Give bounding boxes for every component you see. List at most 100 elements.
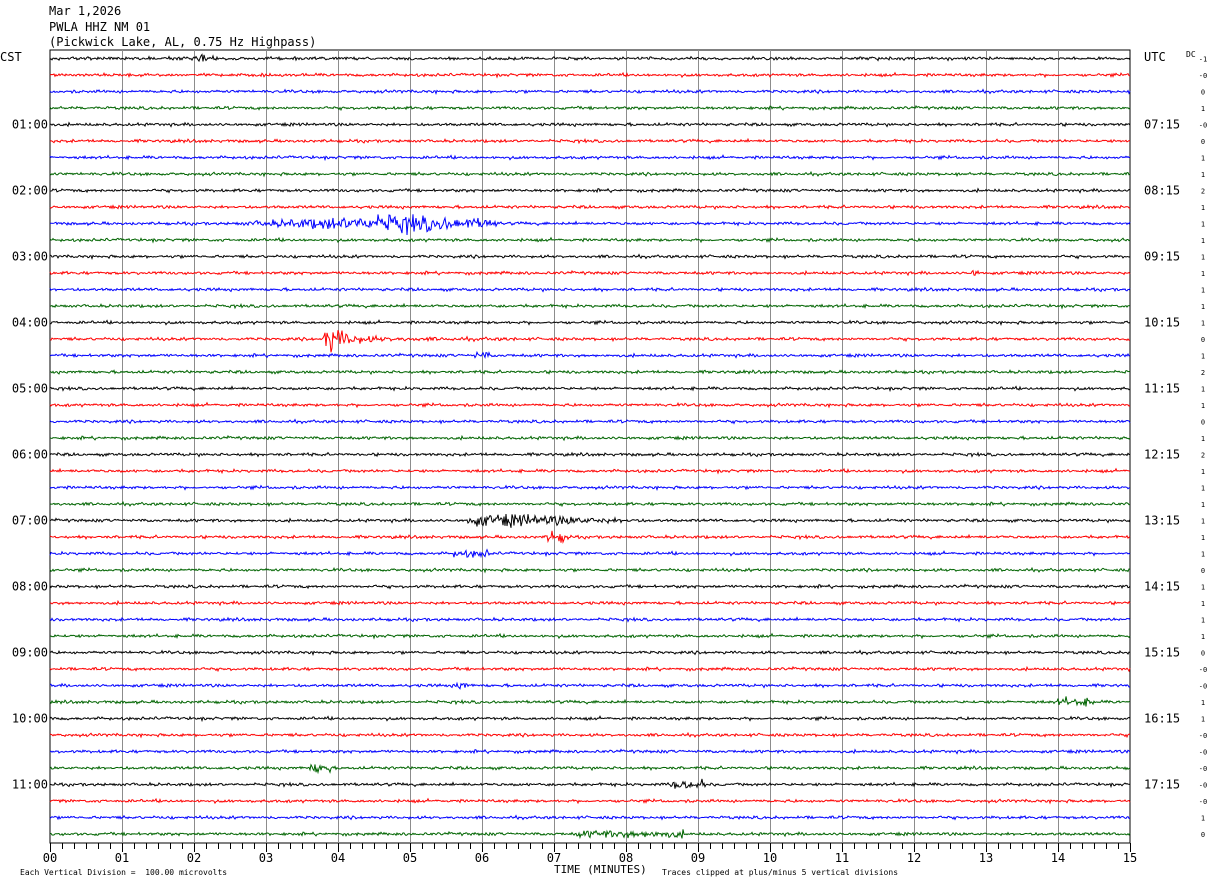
plot-frame xyxy=(49,49,1131,844)
dc-offset-label: 1 xyxy=(1201,534,1205,542)
trace-line xyxy=(49,583,1131,590)
scale-note: Each Vertical Division = 100.00 microvol… xyxy=(20,868,228,877)
trace-line xyxy=(49,401,1131,409)
trace-line xyxy=(49,484,1130,492)
dc-offset-label: 0 xyxy=(1201,138,1205,146)
dc-offset-label: 1 xyxy=(1201,485,1205,493)
x-tick-label: 04 xyxy=(331,851,345,865)
clip-note: Traces clipped at plus/minus 5 vertical … xyxy=(662,868,899,877)
dc-offset-label: 1 xyxy=(1201,584,1205,592)
trace-line xyxy=(49,829,1131,840)
trace-line xyxy=(49,530,1131,544)
cst-hour-label: 04:00 xyxy=(12,316,48,330)
dc-offset-label: 1 xyxy=(1201,600,1205,608)
trace-line xyxy=(49,566,1131,574)
dc-header-label: DC xyxy=(1186,50,1196,59)
cst-hour-label: 08:00 xyxy=(12,580,48,594)
x-tick-label: 11 xyxy=(835,851,849,865)
trace-line xyxy=(49,104,1131,112)
utc-hour-label: 07:15 xyxy=(1144,118,1180,132)
trace-line xyxy=(49,599,1131,607)
dc-offset-label: 1 xyxy=(1201,105,1205,113)
trace-line xyxy=(49,513,1131,528)
dc-offset-label: -0 xyxy=(1199,798,1207,806)
trace-line xyxy=(49,434,1131,442)
cst-hour-label: 06:00 xyxy=(12,448,48,462)
cst-hour-label: 07:00 xyxy=(12,514,48,528)
dc-offset-label: 1 xyxy=(1201,270,1205,278)
dc-offset-label: -0 xyxy=(1199,732,1207,740)
trace-line xyxy=(49,500,1131,508)
trace-line xyxy=(49,319,1131,327)
trace-line xyxy=(49,696,1131,707)
dc-offset-label: 2 xyxy=(1201,452,1205,460)
utc-hour-label: 16:15 xyxy=(1144,712,1180,726)
x-tick-label: 14 xyxy=(1051,851,1065,865)
trace-line xyxy=(49,385,1131,393)
dc-offset-label: 2 xyxy=(1201,188,1205,196)
dc-offset-label: 1 xyxy=(1201,303,1205,311)
trace-line xyxy=(49,302,1131,310)
trace-line xyxy=(49,53,1131,63)
trace-line xyxy=(49,715,1131,723)
x-tick-label: 00 xyxy=(43,851,57,865)
utc-hour-label: 15:15 xyxy=(1144,646,1180,660)
cst-hour-label: 01:00 xyxy=(12,118,48,132)
station-label: PWLA HHZ NM 01 xyxy=(49,20,151,34)
x-tick-label: 09 xyxy=(691,851,705,865)
dc-offset-label: 1 xyxy=(1201,320,1205,328)
dc-offset-label: 1 xyxy=(1201,551,1205,559)
cst-hour-label: 11:00 xyxy=(12,778,48,792)
dc-offset-label: 1 xyxy=(1201,468,1205,476)
trace-line xyxy=(49,71,1131,79)
cst-hour-label: 05:00 xyxy=(12,382,48,396)
utc-hour-label: 10:15 xyxy=(1144,316,1180,330)
trace-line xyxy=(49,451,1131,458)
dc-offset-label: -0 xyxy=(1199,683,1207,691)
trace-line xyxy=(49,748,1131,755)
trace-line xyxy=(49,616,1131,623)
trace-line xyxy=(49,187,1131,194)
dc-offset-label: 1 xyxy=(1201,435,1205,443)
trace-line xyxy=(49,137,1131,145)
dc-offset-label: 0 xyxy=(1201,336,1205,344)
trace-line xyxy=(49,204,1131,211)
trace-line xyxy=(49,681,1130,690)
dc-offset-label: 1 xyxy=(1201,633,1205,641)
dc-offset-label: 1 xyxy=(1201,501,1205,509)
dc-offset-label: -0 xyxy=(1199,122,1207,130)
dc-offset-label: 0 xyxy=(1201,419,1205,427)
dc-offset-label: 1 xyxy=(1201,204,1205,212)
trace-line xyxy=(49,330,1131,353)
trace-line xyxy=(49,548,1131,559)
location-filter-label: (Pickwick Lake, AL, 0.75 Hz Highpass) xyxy=(49,35,317,49)
trace-line xyxy=(49,253,1131,261)
dc-offset-label: 1 xyxy=(1201,815,1205,823)
dc-offset-label: 2 xyxy=(1201,369,1205,377)
trace-line xyxy=(49,632,1131,640)
x-tick-label: 06 xyxy=(475,851,489,865)
dc-offset-label: 1 xyxy=(1201,518,1205,526)
cst-hour-label: 09:00 xyxy=(12,646,48,660)
dc-offset-label: -0 xyxy=(1199,72,1207,80)
trace-line xyxy=(49,778,1131,789)
dc-offset-label: 1 xyxy=(1201,237,1205,245)
date-label: Mar 1,2026 xyxy=(49,4,122,18)
dc-offset-label: -0 xyxy=(1199,749,1207,757)
dc-offset-label: 0 xyxy=(1201,650,1205,658)
dc-offset-label: 0 xyxy=(1201,567,1205,575)
dc-offset-label: 1 xyxy=(1201,353,1205,361)
utc-hour-label: 09:15 xyxy=(1144,250,1180,264)
dc-offset-label: 1 xyxy=(1201,287,1205,295)
x-tick-label: 13 xyxy=(979,851,993,865)
dc-offset-label: 1 xyxy=(1201,386,1205,394)
trace-line xyxy=(49,418,1131,425)
trace-line xyxy=(49,814,1131,821)
cst-hour-label: 03:00 xyxy=(12,250,48,264)
trace-line xyxy=(49,797,1131,805)
utc-hour-label: 17:15 xyxy=(1144,778,1180,792)
dc-offset-label: 1 xyxy=(1201,699,1205,707)
dc-offset-label: 0 xyxy=(1201,831,1205,839)
dc-offset-label: -0 xyxy=(1199,666,1207,674)
